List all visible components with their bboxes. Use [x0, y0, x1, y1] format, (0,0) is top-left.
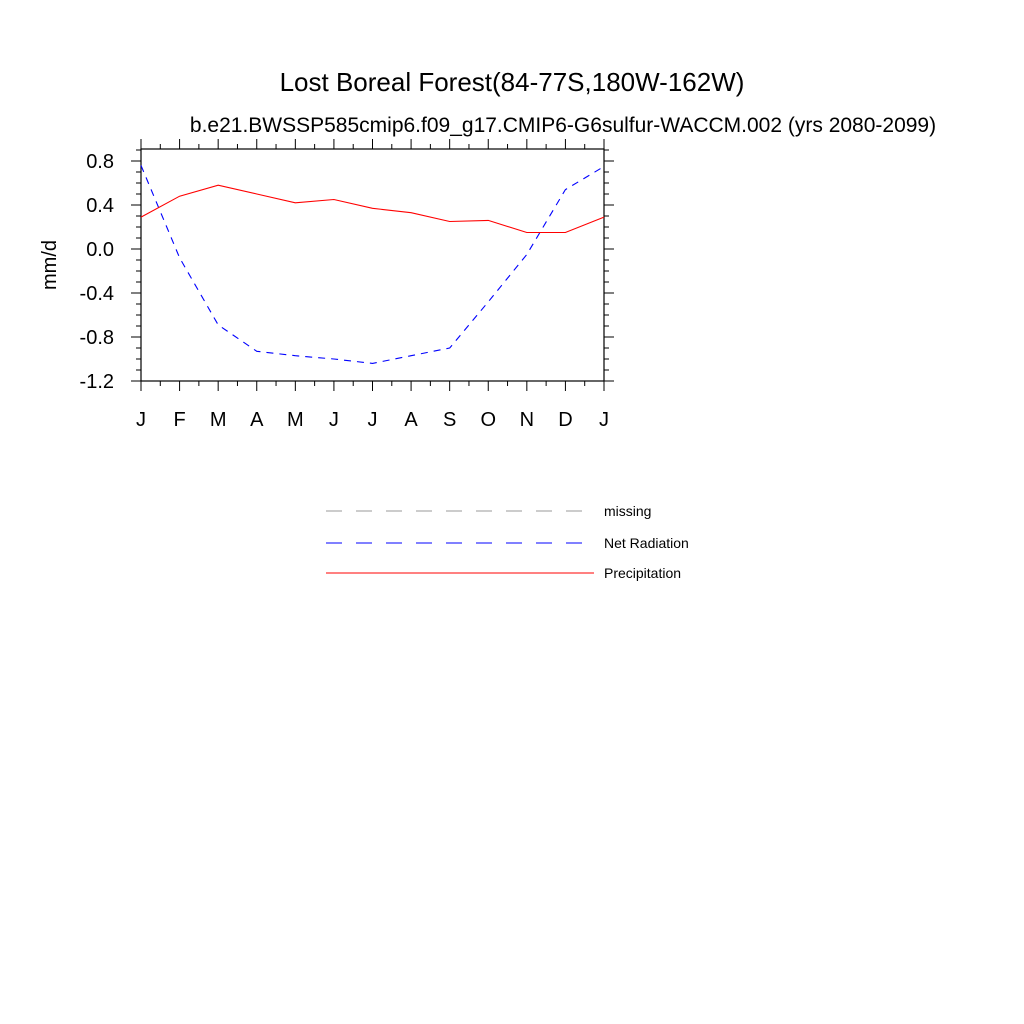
x-tick-label: J	[136, 409, 146, 431]
y-tick-label: 0.8	[86, 151, 114, 173]
x-tick-label: M	[287, 409, 304, 431]
legend: missing Net Radiation Precipitation	[326, 503, 689, 581]
x-tick-label: N	[520, 409, 534, 431]
x-tick-label: A	[404, 409, 418, 431]
legend-label: Net Radiation	[604, 535, 689, 551]
x-tick-label: O	[480, 409, 496, 431]
y-tick-label: -0.4	[80, 283, 114, 305]
y-tick-label: 0.0	[86, 239, 114, 261]
chart-title: Lost Boreal Forest(84-77S,180W-162W)	[280, 67, 745, 97]
legend-label: missing	[604, 503, 651, 519]
x-tick-label: J	[599, 409, 609, 431]
x-tick-label: J	[329, 409, 339, 431]
series-line-precipitation	[140, 184, 605, 234]
x-tick-label: F	[173, 409, 185, 431]
y-axis-label: mm/d	[39, 240, 61, 290]
y-tick-label: -1.2	[80, 371, 114, 393]
x-tick-label: A	[250, 409, 264, 431]
series-lines	[140, 165, 605, 364]
legend-label: Precipitation	[604, 565, 681, 581]
x-tick-label: J	[368, 409, 378, 431]
x-tick-label: D	[558, 409, 572, 431]
y-tick-labels: -1.2 -0.8 -0.4 0.0 0.4 0.8	[80, 151, 114, 393]
plot-frame	[140, 148, 605, 382]
y-tick-label: 0.4	[86, 195, 114, 217]
chart-subtitle: b.e21.BWSSP585cmip6.f09_g17.CMIP6-G6sulf…	[190, 114, 936, 137]
axis-ticks	[131, 139, 614, 391]
x-tick-label: S	[443, 409, 456, 431]
x-tick-label: M	[210, 409, 227, 431]
series-line-net-radiation	[140, 165, 605, 364]
y-tick-label: -0.8	[80, 327, 114, 349]
